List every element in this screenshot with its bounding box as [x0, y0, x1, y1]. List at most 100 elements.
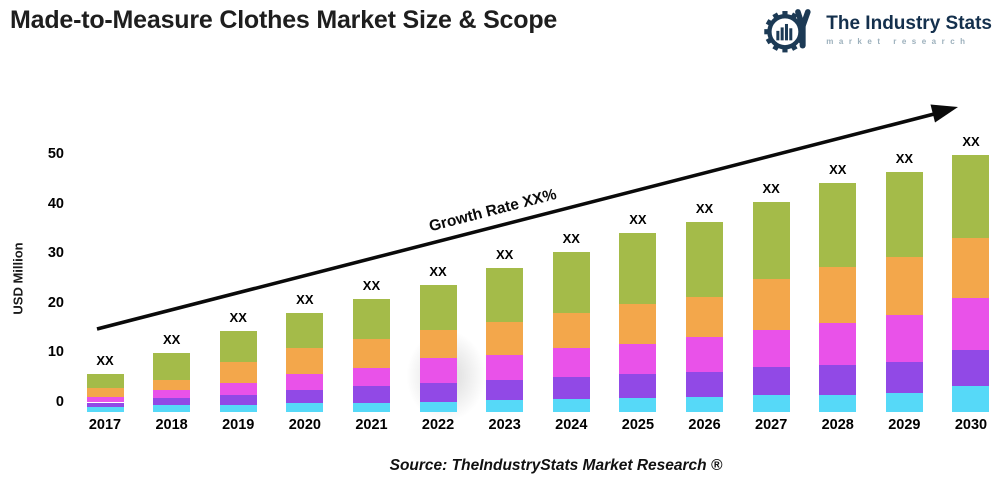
bar-2017-segment-4 — [86, 387, 124, 397]
bar-2023-segment-1-bottom — [486, 400, 524, 412]
bar-2029-segment-3 — [885, 315, 923, 362]
bar-2025-segment-2 — [619, 374, 657, 398]
x-tick-2029: 2029 — [888, 417, 921, 433]
bar-2030-segment-5-top — [952, 155, 990, 238]
y-tick-50: 50 — [47, 146, 64, 162]
bar-value-label-2027: XX — [762, 181, 780, 197]
bar-2023-segment-3 — [486, 354, 524, 381]
industry-stats-logo: The Industry Stats market research — [763, 5, 992, 55]
x-tick-2027: 2027 — [755, 417, 788, 433]
bar-2018-segment-3 — [153, 389, 191, 398]
bar-value-label-2026: XX — [695, 200, 714, 216]
bar-2026-segment-5-top — [686, 221, 724, 297]
logo-tagline: market research — [826, 37, 971, 46]
bar-2021-segment-1-bottom — [352, 403, 390, 412]
bar-2022-segment-1-bottom — [419, 402, 457, 412]
bar-2029-segment-4 — [885, 257, 923, 316]
y-tick-10: 10 — [47, 344, 64, 361]
bar-2029-segment-5-top — [885, 171, 923, 258]
bar-2017-segment-5-top — [86, 374, 124, 388]
bar-2017-segment-1-bottom — [86, 406, 124, 412]
bar-2030-segment-3 — [952, 297, 990, 350]
bar-2024-segment-2 — [552, 377, 590, 400]
market-size-stacked-bar-chart: USD Million Growth Rate XX% 0 10 20 30 40 50 X… — [0, 60, 1000, 460]
bar-2022-segment-4 — [419, 330, 457, 358]
bar-2021-segment-2 — [352, 386, 390, 403]
bar-value-label-2030: XX — [962, 134, 980, 149]
bar-2026-segment-1-bottom — [686, 397, 724, 412]
x-tick-2019: 2019 — [222, 417, 255, 433]
x-tick-2025: 2025 — [621, 417, 655, 433]
bar-value-label-2018: XX — [162, 332, 181, 348]
bar-2022-segment-3 — [419, 357, 457, 384]
bar-2017-segment-2 — [86, 402, 124, 407]
bar-value-label-2025: XX — [629, 211, 647, 227]
logo-text: The Industry Stats market research — [826, 13, 992, 47]
bar-2019-segment-2 — [219, 395, 257, 406]
bar-2028-segment-2 — [819, 364, 857, 396]
bar-2029-segment-2 — [885, 361, 923, 394]
bar-2026-segment-2 — [686, 371, 724, 398]
bar-value-label-2023: XX — [496, 247, 514, 263]
x-tick-2030: 2030 — [954, 417, 988, 433]
bar-2021-segment-3 — [352, 367, 390, 387]
bar-2027-segment-3 — [752, 330, 790, 367]
bar-2019-segment-3 — [219, 383, 257, 396]
bar-2023-segment-5-top — [486, 268, 524, 323]
bar-2022-segment-2 — [419, 383, 457, 402]
bar-2017-segment-3 — [86, 396, 124, 403]
y-tick-40: 40 — [47, 195, 64, 212]
y-axis-title: USD Million — [10, 242, 26, 315]
bar-2018-segment-4 — [153, 380, 191, 390]
x-tick-2028: 2028 — [821, 417, 854, 433]
x-tick-2022: 2022 — [421, 417, 455, 433]
bar-2023-segment-4 — [486, 322, 524, 355]
bar-2024-segment-5-top — [552, 252, 590, 314]
logo-name: The Industry Stats — [826, 13, 992, 34]
x-tick-2018: 2018 — [155, 417, 188, 433]
bar-2019-segment-1-bottom — [219, 405, 257, 412]
bar-2020-segment-3 — [286, 374, 324, 391]
x-tick-2017: 2017 — [88, 417, 122, 433]
bar-value-label-2021: XX — [362, 277, 381, 293]
bar-2030-segment-2 — [952, 349, 990, 387]
bar-2024-segment-4 — [552, 313, 590, 348]
bar-2024-segment-1-bottom — [552, 399, 590, 412]
bar-2027-segment-5-top — [752, 202, 790, 279]
bar-value-label-2024: XX — [562, 231, 580, 247]
bar-value-label-2020: XX — [296, 292, 314, 308]
bar-2028-segment-4 — [819, 267, 857, 324]
bar-2030-segment-4 — [952, 237, 990, 298]
bar-2028-segment-1-bottom — [819, 395, 857, 412]
bar-value-label-2022: XX — [429, 263, 447, 279]
bar-2024-segment-3 — [552, 347, 590, 378]
bar-2020-segment-1-bottom — [286, 403, 324, 412]
y-tick-30: 30 — [47, 245, 64, 262]
bar-2028-segment-3 — [819, 323, 857, 365]
y-tick-20: 20 — [47, 294, 64, 311]
arrow-head — [930, 104, 958, 123]
x-tick-2024: 2024 — [555, 417, 588, 433]
bar-2022-segment-5-top — [419, 284, 457, 331]
x-tick-2021: 2021 — [355, 417, 388, 433]
bar-2023-segment-2 — [486, 380, 524, 400]
bar-2025-segment-3 — [619, 343, 657, 375]
x-tick-2020: 2020 — [288, 417, 321, 433]
bar-2027-segment-4 — [752, 279, 790, 331]
bar-2020-segment-2 — [286, 390, 324, 403]
bar-2018-segment-5-top — [153, 353, 191, 381]
bar-2018-segment-2 — [153, 397, 191, 405]
bar-2019-segment-5-top — [219, 331, 257, 362]
x-tick-2023: 2023 — [488, 417, 521, 433]
y-tick-0: 0 — [55, 394, 64, 410]
gear-wrench-chart-icon — [764, 9, 811, 53]
bar-2026-segment-3 — [686, 337, 724, 372]
bar-2018-segment-1-bottom — [153, 404, 191, 412]
growth-rate-annotation: Growth Rate XX% — [427, 186, 558, 235]
bar-2028-segment-5-top — [819, 182, 857, 268]
bar-2029-segment-1-bottom — [885, 393, 923, 412]
bar-value-label-2017: XX — [96, 353, 114, 369]
bar-value-label-2029: XX — [895, 150, 914, 166]
x-tick-2026: 2026 — [688, 417, 721, 433]
